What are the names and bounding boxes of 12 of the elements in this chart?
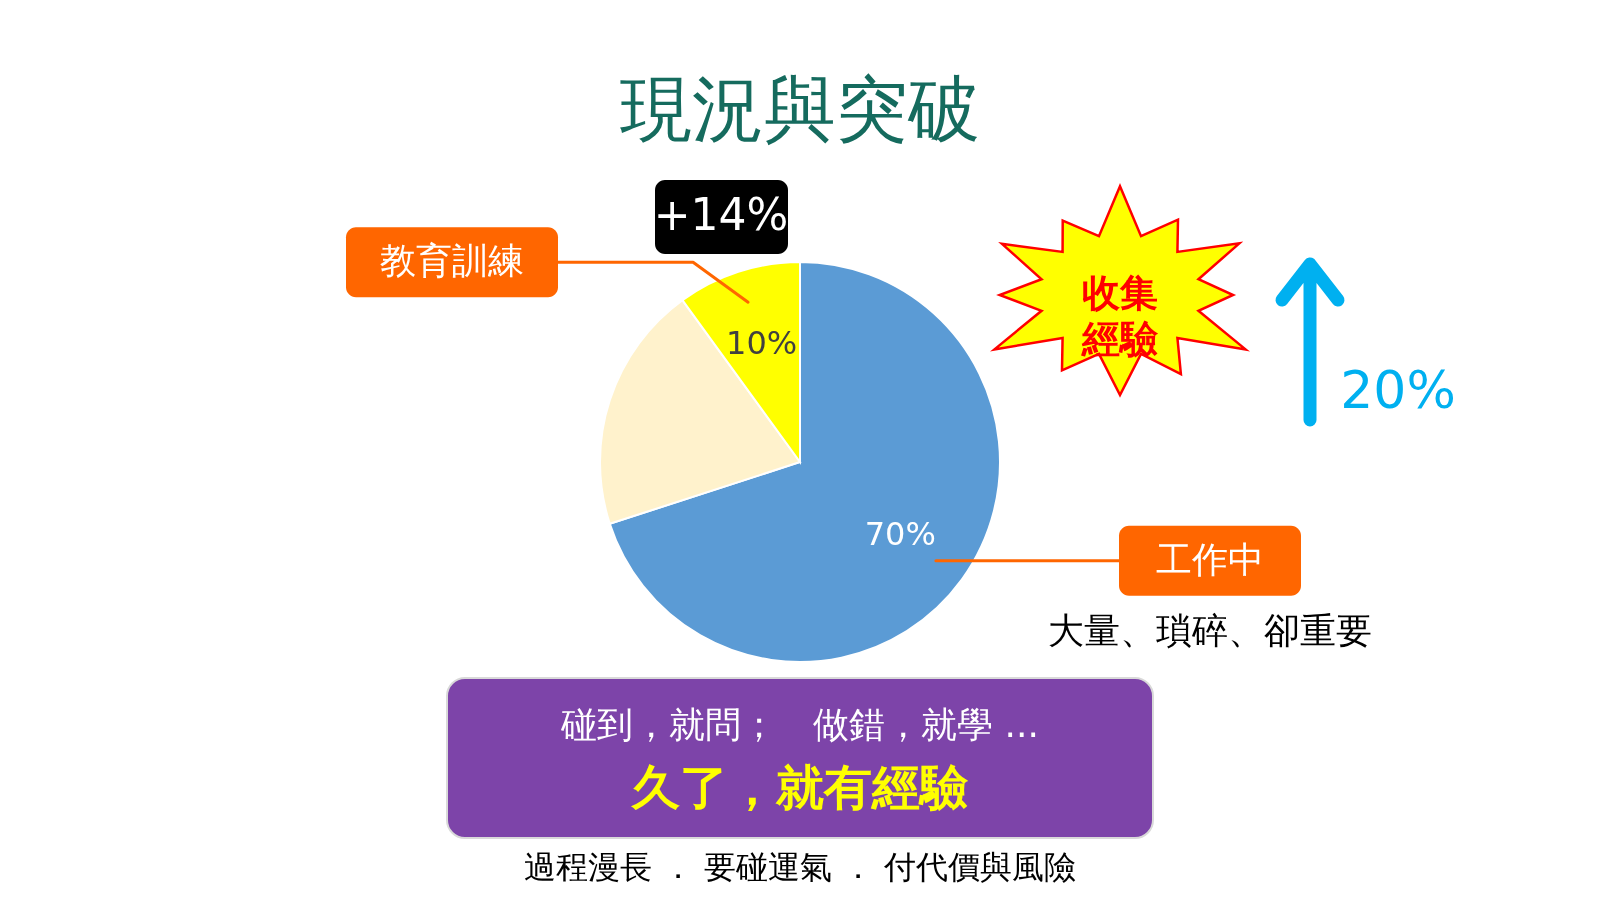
text: +14% <box>653 189 789 240</box>
text: 20% <box>1340 360 1456 420</box>
text: 過程漫長 ． 要碰運氣 ． 付代價與風險 <box>523 848 1077 886</box>
text: 大量、瑣碎、卻重要 <box>1048 610 1372 651</box>
text: 久了，就有經驗 <box>630 759 969 815</box>
slice-label: 教育訓練 <box>380 240 524 282</box>
slice-label: 工作中 <box>1156 538 1264 580</box>
data-label: 70% <box>864 514 936 553</box>
text: 收集經驗 <box>1081 271 1159 361</box>
text: 碰到，就問； 做錯，就學 ... <box>560 704 1039 745</box>
data-label: 10% <box>726 324 798 363</box>
chart-title: 現況與突破 <box>620 67 980 151</box>
